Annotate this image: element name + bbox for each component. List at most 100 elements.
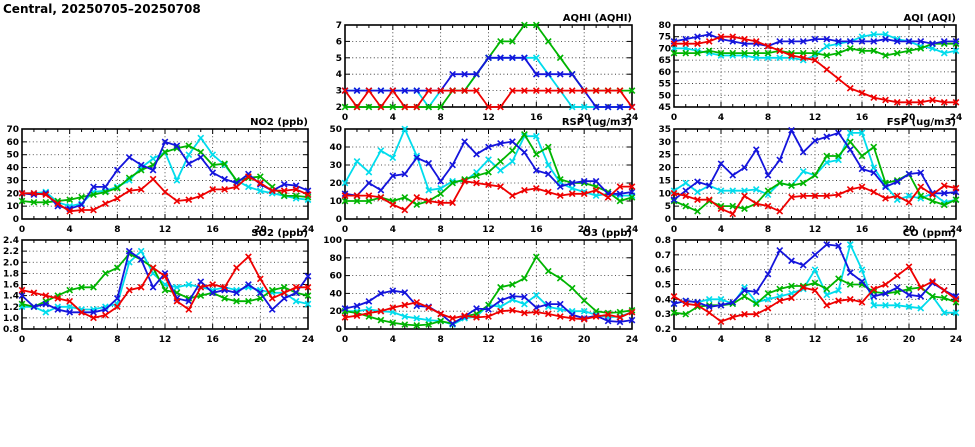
so2-plot: 0 4 8 12 16 20 24 0.81.01.21.41.6 1.82.02.22.4 SO…	[3, 228, 314, 345]
gridlines	[674, 240, 956, 329]
rsp-plot: 0 4 8 12 16 20 24 0 10 20 30 40 50 RSP (ug/m3)	[329, 117, 638, 235]
fsp-plot: 0 4 8 12 16 20 24 0 5 10 15 20 25 30 35 FSP (ug/m3)	[658, 117, 962, 235]
x-tick-label: 4	[718, 113, 724, 123]
blue-markers	[670, 126, 960, 204]
y-tick-label: 2.2	[3, 247, 19, 257]
series-blue	[670, 241, 960, 311]
red-markers	[341, 298, 636, 323]
x-tick-label: 0	[19, 335, 25, 345]
y-tick-label: 60	[658, 68, 671, 78]
y-tick-label: 30	[329, 161, 342, 171]
x-tick-label: 8	[765, 113, 771, 123]
x-tick-label: 8	[114, 335, 120, 345]
x-tick-label: 12	[482, 335, 495, 345]
x-tick-label: 4	[67, 335, 73, 345]
y-tick-label: 50	[658, 91, 671, 101]
y-tick-label: 1.6	[3, 281, 19, 291]
y-tick-label: 20	[329, 307, 342, 317]
x-tick-label: 8	[438, 225, 444, 235]
y-tick-label: 1.0	[3, 314, 19, 324]
chart-title: AQI (AQI)	[903, 13, 956, 24]
series-blue	[18, 247, 312, 316]
y-tick-label: 40	[329, 143, 342, 153]
chart-title: O3 (ppb)	[582, 228, 632, 239]
green-markers	[670, 138, 960, 215]
y-tick-label: 1.8	[3, 269, 19, 279]
plot-border	[673, 128, 957, 220]
plot-border	[673, 239, 957, 330]
x-tick-label: 8	[438, 335, 444, 345]
y-tick-label: 0.3	[655, 310, 671, 320]
x-tick-label: 16	[206, 335, 219, 345]
chart-rsp: 0 4 8 12 16 20 24 0 10 20 30 40 50 RSP (ug/m3)	[315, 113, 648, 241]
cyan-line	[22, 249, 309, 314]
x-tick-label: 0	[342, 335, 348, 345]
y-tick-label: 25	[658, 151, 671, 161]
x-tick-label: 8	[765, 335, 771, 345]
x-tick-label: 12	[809, 225, 822, 235]
y-tick-label: 80	[658, 21, 671, 31]
x-tick-label: 0	[342, 225, 348, 235]
series-red	[670, 182, 960, 218]
chart-title: FSP (ug/m3)	[887, 117, 956, 128]
y-tick-label: 40	[6, 164, 19, 174]
y-tick-label: 15	[658, 176, 671, 186]
blue-markers	[670, 241, 960, 311]
x-tick-label: 24	[626, 113, 639, 123]
aqhi-plot: 0 4 8 12 16 20 24 2 3 4 5 6 7 AQHI (AQHI)	[336, 13, 639, 123]
tick-labels: 0 4 8 12 16 20 24 2 3 4 5 6 7	[336, 21, 639, 123]
y-tick-label: 10	[6, 202, 19, 212]
y-tick-label: 75	[658, 33, 671, 43]
chart-aqhi: 0 4 8 12 16 20 24 2 3 4 5 6 7 AQHI (AQHI)	[315, 9, 648, 129]
y-tick-label: 5	[336, 54, 342, 64]
x-tick-label: 16	[856, 113, 869, 123]
x-tick-label: 4	[390, 225, 396, 235]
y-tick-label: 30	[658, 138, 671, 148]
plot-border	[21, 239, 309, 330]
y-tick-label: 0.8	[655, 236, 671, 246]
chart-title: NO2 (ppb)	[250, 117, 308, 128]
y-tick-label: 20	[6, 189, 19, 199]
chart-title: SO2 (ppb)	[251, 228, 308, 239]
y-tick-label: 50	[329, 125, 342, 135]
green-markers	[18, 142, 312, 206]
x-tick-label: 16	[856, 335, 869, 345]
series-red	[18, 173, 312, 215]
gridlines	[345, 25, 632, 107]
y-tick-label: 5	[665, 202, 671, 212]
x-tick-label: 20	[254, 225, 267, 235]
x-tick-label: 16	[530, 225, 543, 235]
y-tick-label: 100	[323, 236, 342, 246]
series-green	[341, 253, 636, 329]
chart-o3: 0 4 8 12 16 20 24 0 20 40 60 80 100 O3 (ppb)	[315, 224, 648, 351]
chart-so2: 0 4 8 12 16 20 24 0.8 1.0 1.2 1.4 1.6 1.8 2.0 2.2 2.4 SO…	[0, 224, 324, 351]
red-markers	[341, 177, 636, 214]
x-tick-label: 20	[578, 335, 591, 345]
series-green	[341, 21, 636, 111]
y-tick-label: 35	[658, 125, 671, 135]
series-blue	[341, 138, 636, 199]
x-tick-label: 0	[671, 113, 677, 123]
green-markers	[341, 253, 636, 329]
x-tick-label: 12	[809, 113, 822, 123]
chart-title: AQHI (AQHI)	[563, 13, 632, 24]
red-markers	[670, 33, 960, 106]
series-green	[18, 142, 312, 206]
y-tick-label: 55	[658, 80, 671, 90]
blue-markers	[341, 138, 636, 199]
y-tick-label: 0.2	[655, 325, 671, 335]
y-tick-label: 0.7	[655, 251, 671, 261]
chart-title: CO (ppm)	[903, 228, 956, 239]
green-markers	[670, 275, 960, 318]
series-red	[18, 253, 312, 322]
y-tick-label: 20	[658, 164, 671, 174]
x-tick-label: 12	[159, 225, 172, 235]
plot-border	[344, 239, 633, 330]
chart-no2: 0 4 8 12 16 20 24 0 10 20 30 40 50 60 70 NO2 (ppb)	[0, 113, 324, 241]
red-markers	[18, 173, 312, 215]
x-tick-label: 16	[206, 225, 219, 235]
y-tick-label: 2.4	[3, 236, 19, 246]
